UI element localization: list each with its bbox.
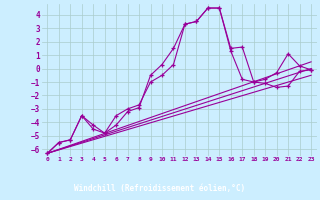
Text: Windchill (Refroidissement éolien,°C): Windchill (Refroidissement éolien,°C) — [75, 184, 245, 193]
